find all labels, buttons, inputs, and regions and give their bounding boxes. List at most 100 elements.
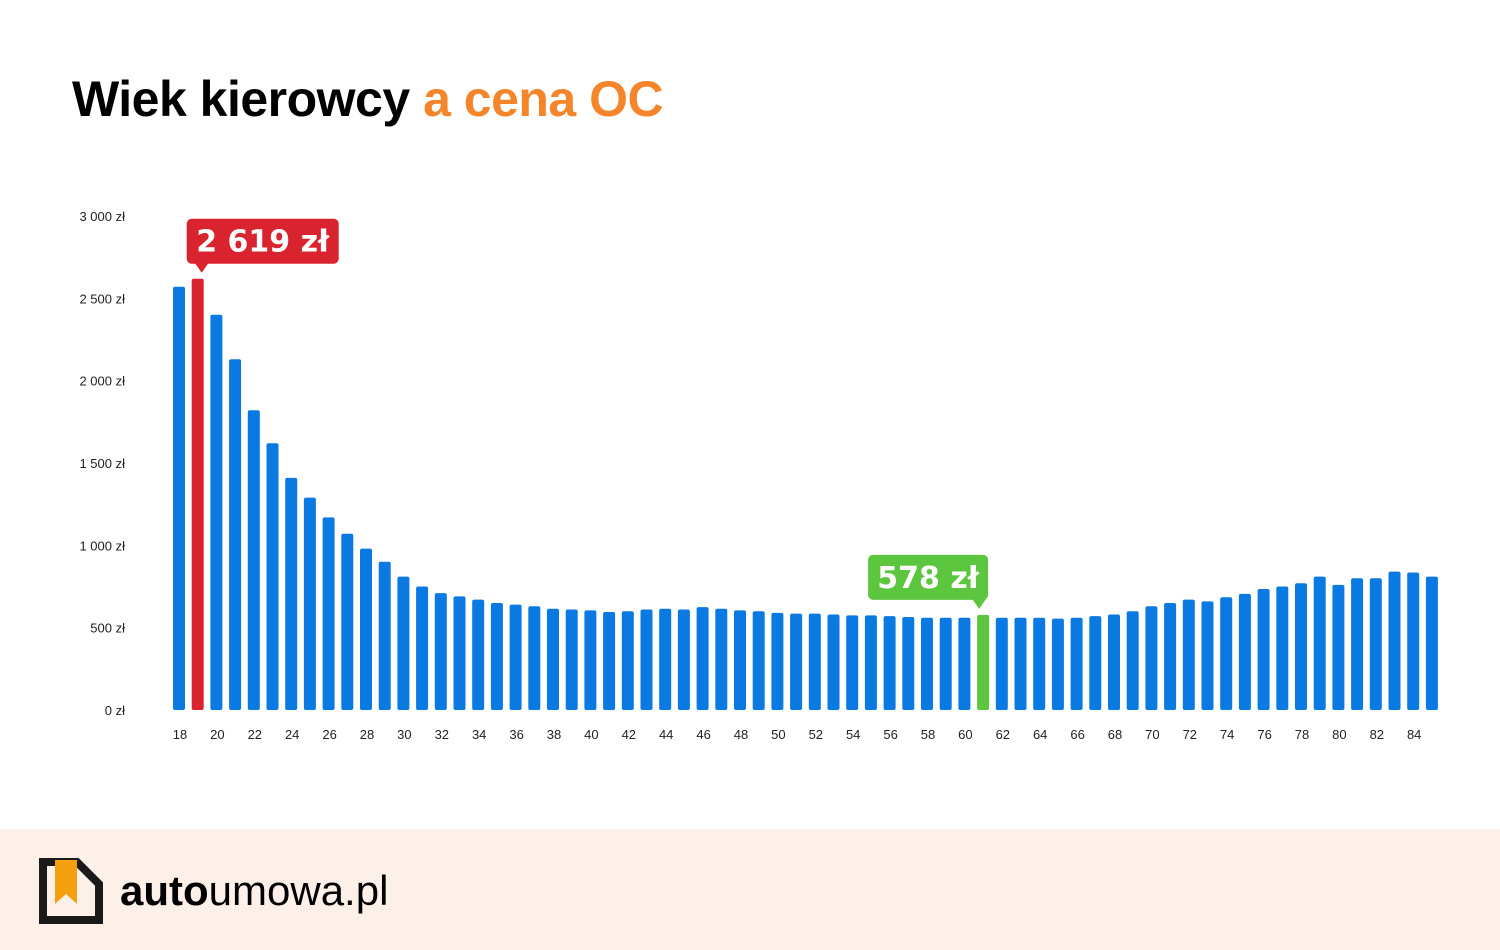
y-tick-label: 1 000 zł — [79, 538, 125, 553]
bar-18 — [173, 286, 185, 710]
bar-38 — [547, 608, 559, 710]
bar-58 — [921, 617, 933, 710]
bar-75 — [1238, 593, 1251, 710]
callout-box — [186, 218, 339, 264]
callout-pointer — [972, 598, 987, 609]
bar-65 — [1051, 618, 1064, 710]
bar-72 — [1182, 599, 1195, 710]
brand-rest: umowa.pl — [208, 867, 389, 914]
bar-41 — [603, 612, 616, 710]
bar-76 — [1257, 588, 1270, 710]
bar-84 — [1407, 572, 1420, 710]
x-tick-label: 70 — [1145, 727, 1159, 742]
x-tick-label: 36 — [509, 727, 523, 742]
bar-83 — [1388, 571, 1401, 710]
bar-51 — [790, 613, 803, 710]
bar-33 — [453, 596, 466, 710]
bar-64 — [1033, 617, 1046, 710]
bar-49 — [752, 611, 765, 710]
bar-77 — [1276, 586, 1289, 710]
bar-78 — [1295, 583, 1307, 710]
bar-57 — [902, 616, 915, 710]
bar-44 — [659, 608, 672, 710]
y-tick-label: 0 zł — [105, 703, 125, 718]
x-tick-label: 38 — [547, 727, 561, 742]
x-tick-label: 22 — [248, 727, 262, 742]
callout-pointer — [194, 262, 209, 273]
x-tick-label: 76 — [1257, 727, 1271, 742]
bar-85 — [1425, 576, 1438, 710]
x-tick-label: 18 — [173, 727, 187, 742]
callout-label: 2 619 zł — [196, 225, 330, 260]
bar-39 — [565, 609, 578, 710]
x-tick-label: 26 — [322, 727, 336, 742]
bar-24 — [285, 477, 298, 710]
x-tick-label: 32 — [435, 727, 449, 742]
bar-21 — [229, 359, 242, 710]
bar-56 — [883, 616, 896, 710]
bar-60 — [958, 617, 971, 710]
bar-53 — [827, 614, 840, 710]
x-tick-label: 30 — [397, 727, 411, 742]
x-tick-label: 34 — [472, 727, 486, 742]
bar-73 — [1201, 601, 1214, 710]
x-tick-label: 72 — [1183, 727, 1197, 742]
bar-61 — [977, 614, 990, 710]
x-tick-label: 28 — [360, 727, 374, 742]
title-accent: a cena OC — [423, 71, 664, 127]
bar-chart: 0 zł 500 zł 1 000 zł 1 500 zł 2 000 zł 2 500 … — [79, 209, 1438, 742]
bar-27 — [341, 533, 354, 710]
bar-52 — [808, 613, 821, 710]
brand-bold: auto — [120, 867, 209, 914]
bar-46 — [696, 607, 709, 710]
bar-45 — [677, 609, 690, 710]
bar-62 — [995, 617, 1008, 710]
bar-32 — [434, 593, 447, 710]
brand-logo: autoumowa.pl — [120, 867, 388, 915]
bar-31 — [416, 586, 429, 710]
x-tick-label: 62 — [996, 727, 1010, 742]
x-tick-label: 24 — [285, 727, 299, 742]
bar-74 — [1220, 597, 1233, 710]
bar-59 — [939, 617, 952, 710]
bar-81 — [1351, 578, 1364, 710]
bar-40 — [584, 610, 597, 710]
x-tick-label: 56 — [883, 727, 897, 742]
title-main: Wiek kierowcy — [72, 71, 410, 127]
bar-50 — [771, 612, 784, 710]
bar-69 — [1126, 611, 1139, 710]
x-tick-label: 68 — [1108, 727, 1122, 742]
bar-26 — [322, 517, 335, 710]
chart-title: Wiek kierowcy a cena OC — [72, 70, 664, 128]
x-tick-label: 46 — [696, 727, 710, 742]
x-tick-label: 52 — [809, 727, 823, 742]
bar-68 — [1108, 614, 1120, 710]
bar-43 — [640, 609, 653, 710]
bar-35 — [490, 602, 503, 710]
x-tick-label: 44 — [659, 727, 673, 742]
x-tick-label: 66 — [1070, 727, 1084, 742]
callout-box — [868, 554, 989, 600]
y-tick-label: 500 zł — [90, 621, 125, 636]
bar-29 — [378, 561, 391, 710]
bar-42 — [621, 611, 634, 710]
bar-23 — [266, 443, 279, 710]
bar-37 — [528, 606, 541, 710]
bar-66 — [1070, 617, 1083, 710]
x-tick-label: 48 — [734, 727, 748, 742]
bar-55 — [864, 615, 877, 710]
bar-67 — [1089, 616, 1102, 710]
x-tick-label: 42 — [622, 727, 636, 742]
y-tick-label: 2 500 zł — [79, 291, 125, 306]
x-tick-label: 50 — [771, 727, 785, 742]
callout-label: 578 zł — [877, 561, 980, 596]
bar-82 — [1369, 578, 1382, 710]
bar-20 — [210, 314, 223, 710]
bar-36 — [509, 604, 522, 710]
x-tick-label: 82 — [1370, 727, 1384, 742]
bar-80 — [1332, 584, 1345, 710]
footer: autoumowa.pl — [0, 829, 1500, 950]
x-tick-label: 64 — [1033, 727, 1047, 742]
bar-28 — [360, 548, 372, 710]
y-tick-label: 3 000 zł — [79, 209, 125, 224]
